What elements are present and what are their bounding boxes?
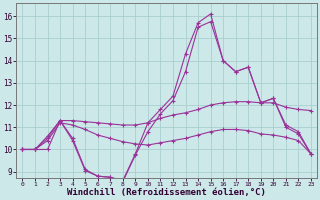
- X-axis label: Windchill (Refroidissement éolien,°C): Windchill (Refroidissement éolien,°C): [67, 188, 266, 197]
